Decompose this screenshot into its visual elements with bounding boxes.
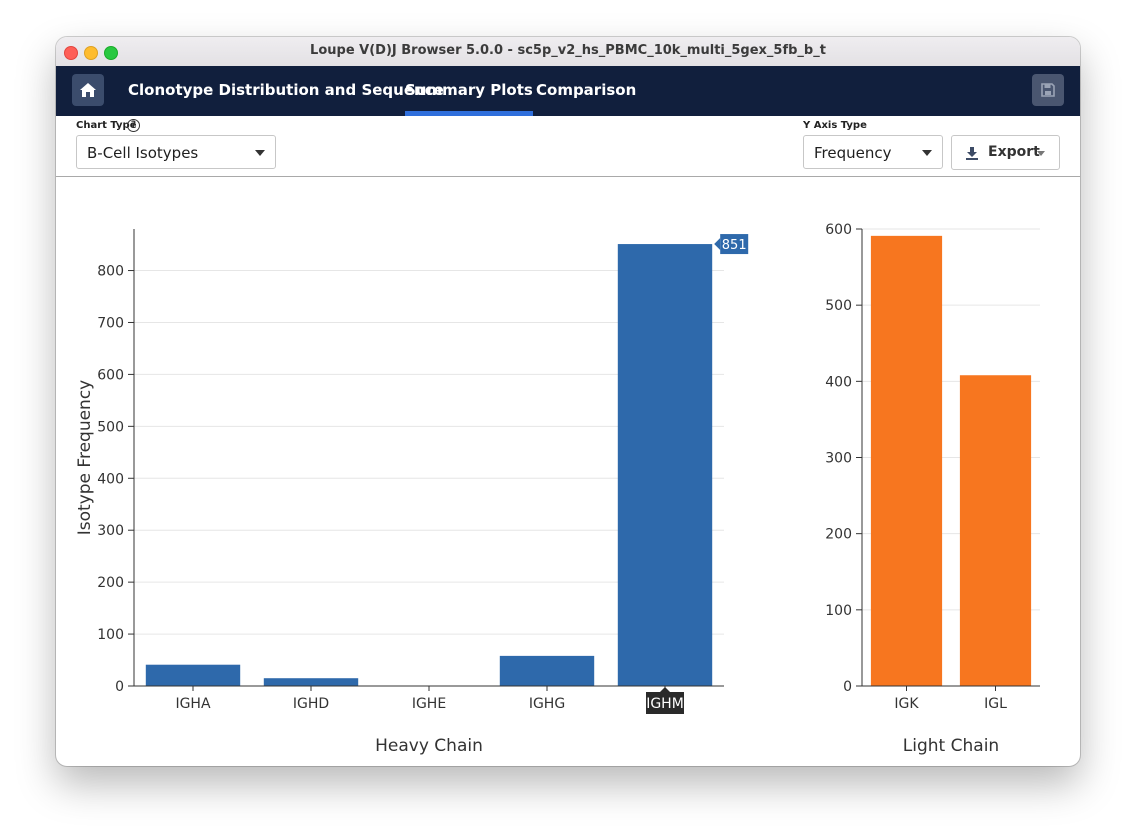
- x-tick-label: IGHE: [412, 696, 446, 712]
- x-tick-label: IGHD: [293, 696, 329, 712]
- isotype-charts: 0 100 200 300 400 500 600 700 800 IGHA IGHD IGHE IGH…: [75, 222, 1040, 756]
- y-tick-label: 800: [97, 264, 124, 280]
- y-tick-label: 600: [825, 222, 852, 238]
- value-tooltip: [720, 234, 749, 255]
- home-button[interactable]: [72, 74, 104, 106]
- value-tooltip-label: 851: [722, 238, 747, 253]
- app-window: Loupe V(D)J Browser 5.0.0 - sc5p_v2_hs_P…: [56, 37, 1080, 766]
- tab-summary-plots[interactable]: Summary Plots: [405, 66, 533, 116]
- x-tick-label: IGHM: [646, 696, 684, 712]
- bar-ighd[interactable]: [263, 678, 359, 686]
- y-tick-label: 600: [97, 367, 124, 383]
- chart-type-label: Chart Type: [76, 120, 137, 131]
- chevron-down-icon: [1037, 151, 1045, 156]
- x-axis-title: Heavy Chain: [375, 736, 483, 756]
- y-tick-label: 400: [825, 374, 852, 390]
- bar-ighg[interactable]: [499, 655, 595, 686]
- window-title: Loupe V(D)J Browser 5.0.0 - sc5p_v2_hs_P…: [310, 43, 826, 58]
- minimize-window-button[interactable]: [84, 46, 98, 60]
- x-tick-label-highlight: [646, 692, 684, 714]
- chart-type-value: B-Cell Isotypes: [87, 144, 199, 162]
- top-nav: Clonotype Distribution and Sequence Summ…: [56, 66, 1080, 116]
- download-icon: [966, 147, 978, 160]
- bar-ighm[interactable]: [617, 244, 713, 686]
- save-icon: [1041, 83, 1055, 97]
- y-axis-title: Isotype Frequency: [75, 380, 95, 535]
- bar-igl[interactable]: [959, 375, 1032, 686]
- x-tick-label: IGHG: [529, 696, 565, 712]
- save-button[interactable]: [1032, 74, 1064, 106]
- y-tick-label: 0: [115, 679, 124, 695]
- y-tick-label: 500: [825, 298, 852, 314]
- y-tick-label: 500: [97, 419, 124, 435]
- chart-type-select[interactable]: B-Cell Isotypes: [76, 135, 276, 169]
- y-tick-label: 200: [97, 575, 124, 591]
- tooltip-pointer: [714, 238, 721, 251]
- export-button[interactable]: Export: [951, 135, 1060, 170]
- zoom-window-button[interactable]: [104, 46, 118, 60]
- chevron-down-icon: [255, 150, 265, 156]
- y-tick-label: 100: [97, 627, 124, 643]
- title-bar: Loupe V(D)J Browser 5.0.0 - sc5p_v2_hs_P…: [56, 37, 1080, 67]
- y-tick-label: 300: [825, 451, 852, 467]
- export-label: Export: [988, 144, 1040, 160]
- y-tick-label: 0: [843, 679, 852, 695]
- help-icon[interactable]: ?: [127, 119, 140, 132]
- y-tick-label: 200: [825, 527, 852, 543]
- chart-toolbar: Chart Type ? B-Cell Isotypes Y Axis Type…: [56, 116, 1080, 177]
- close-window-button[interactable]: [64, 46, 78, 60]
- x-tick-label: IGHA: [175, 696, 211, 712]
- bar-igk[interactable]: [870, 235, 943, 687]
- chevron-down-icon: [922, 150, 932, 156]
- y-tick-label: 300: [97, 523, 124, 539]
- y-tick-label: 100: [825, 603, 852, 619]
- y-axis-type-value: Frequency: [814, 144, 892, 162]
- x-tick-label: IGK: [894, 696, 919, 712]
- home-icon: [80, 83, 96, 97]
- y-tick-label: 400: [97, 471, 124, 487]
- tab-clonotype-distribution[interactable]: Clonotype Distribution and Sequence: [128, 81, 444, 99]
- x-tick-label-pointer: [660, 687, 670, 692]
- chart-area: 0 100 200 300 400 500 600 700 800 IGHA IGHD IGHE IGH…: [56, 177, 1080, 766]
- y-axis-type-label: Y Axis Type: [803, 120, 867, 131]
- bar-igha[interactable]: [145, 664, 241, 686]
- tab-comparison[interactable]: Comparison: [536, 81, 637, 99]
- y-tick-label: 700: [97, 315, 124, 331]
- x-tick-label: IGL: [984, 696, 1007, 712]
- x-axis-title: Light Chain: [903, 736, 999, 756]
- y-axis-type-select[interactable]: Frequency: [803, 135, 943, 169]
